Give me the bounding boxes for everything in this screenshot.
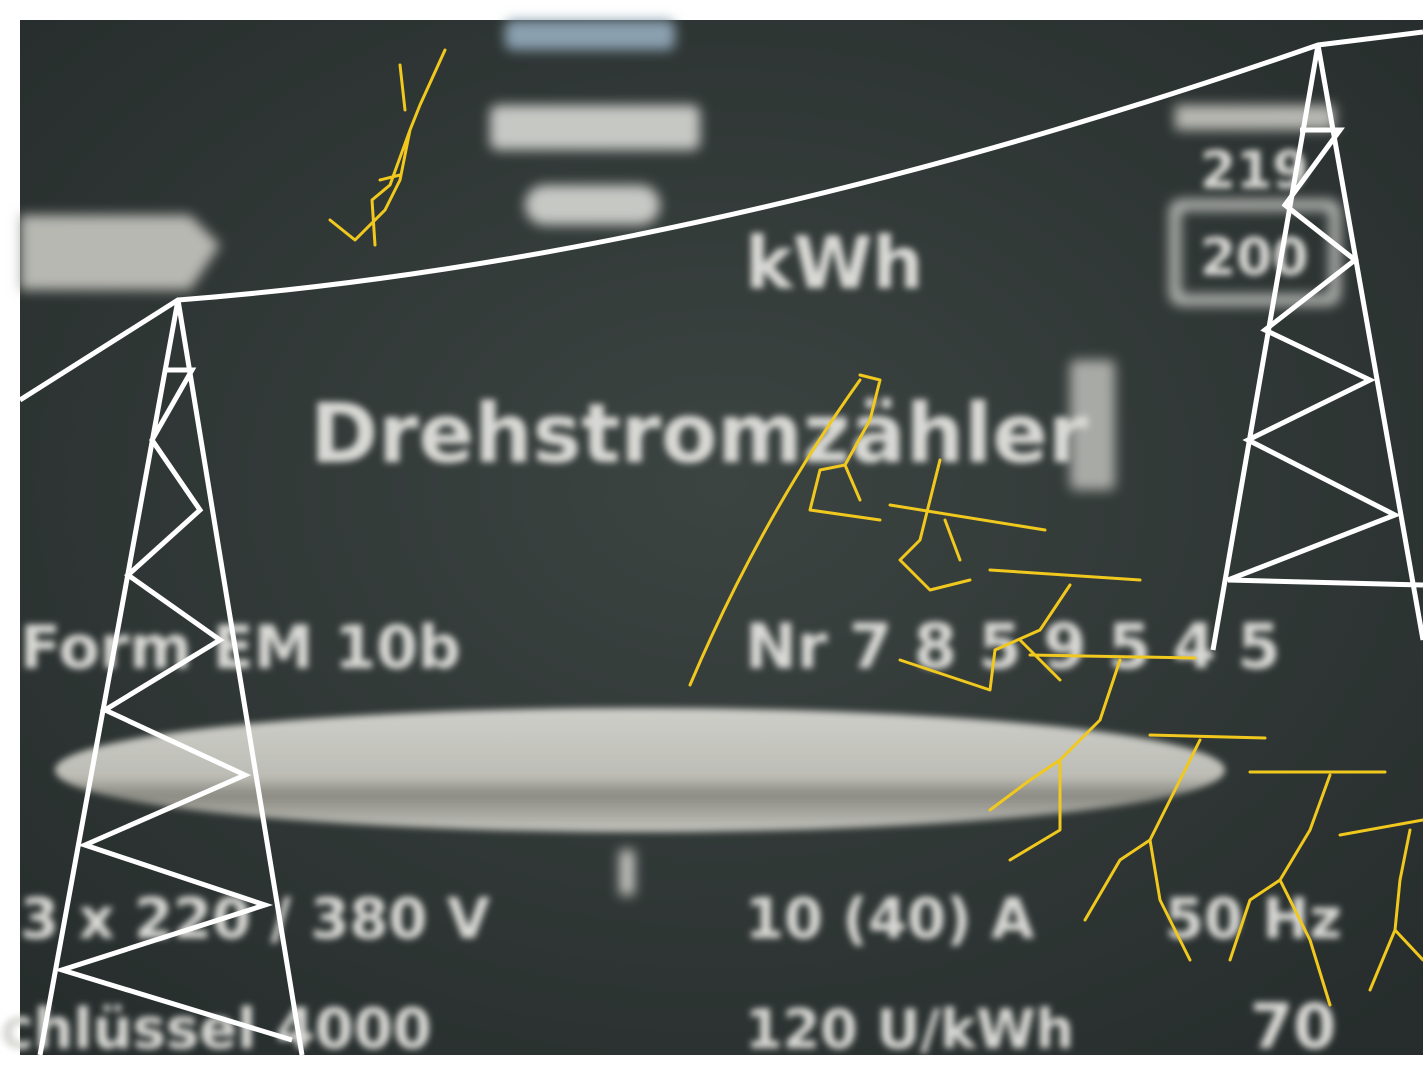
meter-text: Drehstromzähler xyxy=(310,387,1089,482)
meter-text: 70 xyxy=(1250,990,1336,1063)
artwork: kWh Drehstromzähler Form EM 10b Nr 7 8 5… xyxy=(0,0,1423,1068)
meter-text: kWh xyxy=(745,221,924,305)
meter-text: Schlüssel 4000 xyxy=(0,997,432,1062)
meter-text: 120 U/kWh xyxy=(745,998,1074,1061)
page: kWh Drehstromzähler Form EM 10b Nr 7 8 5… xyxy=(0,0,1423,1068)
meter-text: Nr 7 8 5 9 5 4 5 xyxy=(745,610,1281,683)
meter-text: 200 xyxy=(1200,228,1309,288)
meter-text: 10 (40) A xyxy=(745,887,1035,952)
meter-text: 3 x 220 / 380 V xyxy=(20,887,491,952)
